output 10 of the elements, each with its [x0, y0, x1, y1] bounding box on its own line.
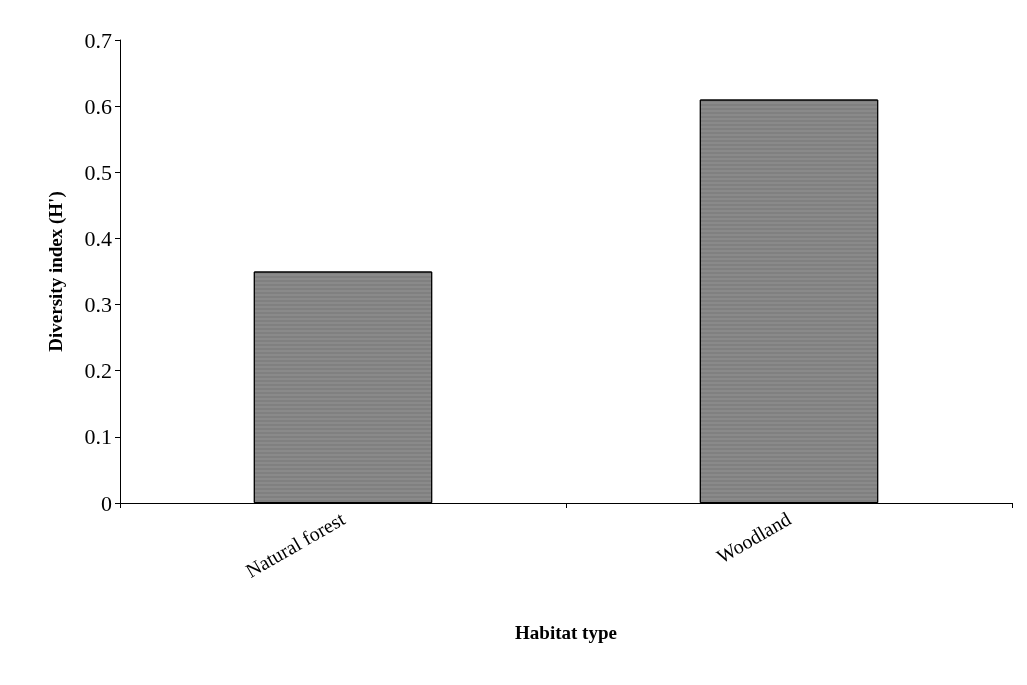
y-tick-label: 0.6: [84, 93, 112, 119]
y-tick-label: 0.7: [84, 27, 112, 53]
y-axis-title: Diversity index (H'): [45, 191, 67, 352]
y-tick-label: 0.3: [84, 292, 112, 318]
y-tick-label: 0.1: [84, 424, 112, 450]
y-tick-label: 0.2: [84, 358, 112, 384]
y-tick-label: 0: [101, 490, 112, 516]
y-tick-label: 0.5: [84, 159, 112, 185]
y-tick-label: 0.4: [84, 225, 112, 251]
x-axis-title: Habitat type: [515, 622, 617, 643]
